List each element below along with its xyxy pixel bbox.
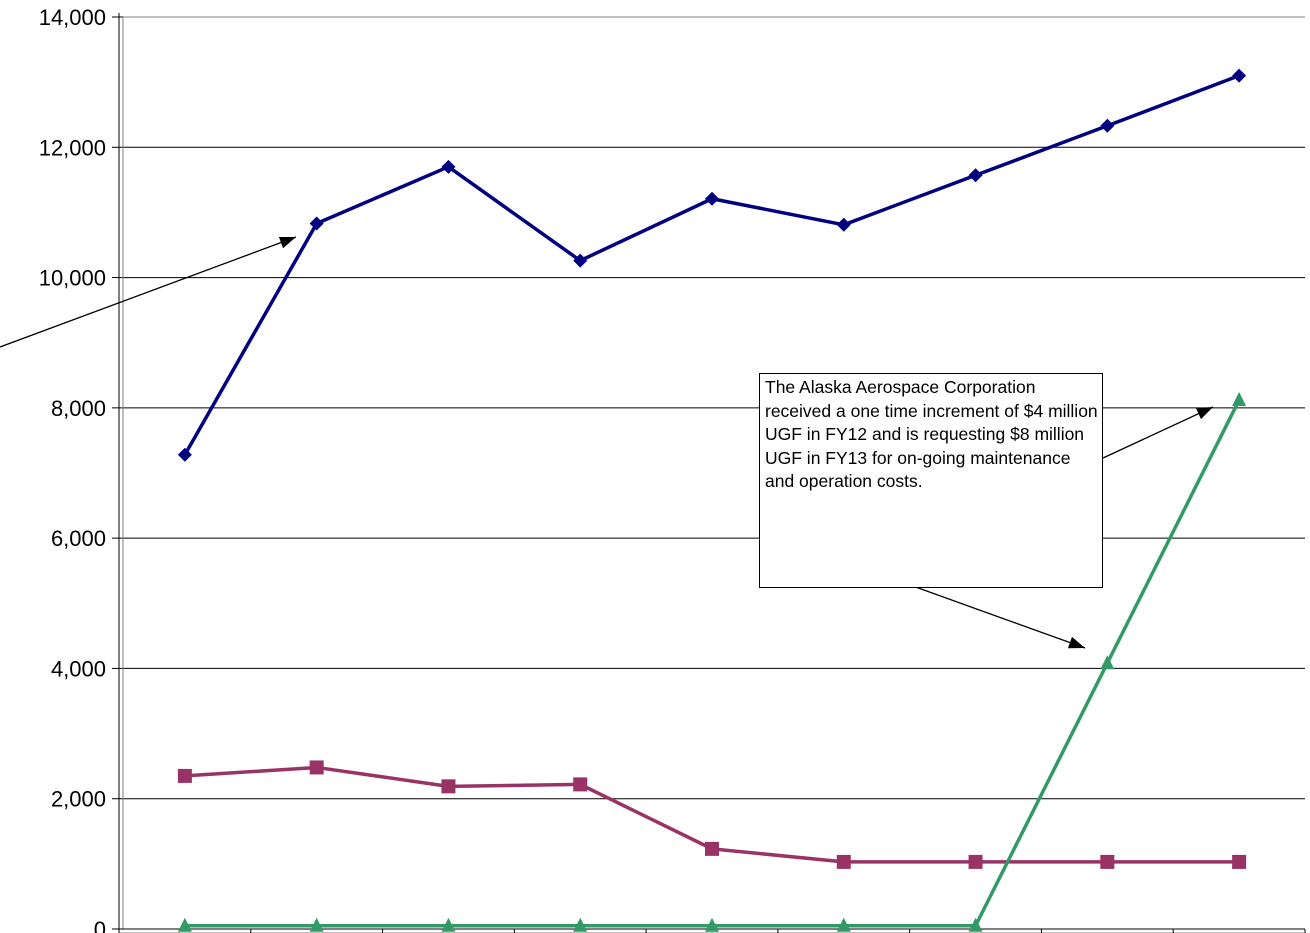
gridlines: [119, 17, 1305, 799]
data-point-diamond: [178, 448, 192, 462]
data-point-diamond: [310, 217, 324, 231]
arrow-to-fy13-point: [1103, 407, 1213, 458]
annotation-text: The Alaska Aerospace Corporation receive…: [765, 377, 1098, 491]
data-point-diamond: [969, 168, 983, 182]
arrow-to-fy12-point: [910, 585, 1085, 648]
y-tick-label: 8,000: [51, 396, 106, 421]
data-point-square: [310, 760, 324, 774]
y-axis-tick-labels: 0 2,000 4,000 6,000 8,000 10,000 12,000 14,000: [39, 5, 106, 933]
axes: [112, 13, 1305, 933]
data-point-square: [837, 855, 851, 869]
data-point-triangle: [1232, 392, 1246, 406]
y-tick-label: 4,000: [51, 656, 106, 681]
data-point-square: [178, 769, 192, 783]
arrow-to-fy12-point-head: [1068, 637, 1085, 648]
annotation-callout: The Alaska Aerospace Corporation receive…: [759, 373, 1103, 588]
data-point-square: [573, 777, 587, 791]
y-tick-label: 10,000: [39, 266, 106, 291]
y-tick-label: 6,000: [51, 526, 106, 551]
data-point-square: [441, 779, 455, 793]
data-point-square: [969, 855, 983, 869]
data-point-diamond: [1100, 119, 1114, 133]
arrow-to-fy13-point-head: [1196, 407, 1213, 419]
arrow-to-blue-series: [0, 237, 296, 347]
data-point-square: [1232, 855, 1246, 869]
y-tick-label: 14,000: [39, 5, 106, 30]
data-point-diamond: [1232, 69, 1246, 83]
data-point-diamond: [705, 192, 719, 206]
data-point-diamond: [837, 218, 851, 232]
arrow-to-blue-series-head: [279, 237, 296, 248]
y-tick-label: 12,000: [39, 135, 106, 160]
y-tick-label: 0: [94, 917, 106, 933]
y-tick-label: 2,000: [51, 787, 106, 812]
data-point-square: [1100, 855, 1114, 869]
data-point-square: [705, 842, 719, 856]
